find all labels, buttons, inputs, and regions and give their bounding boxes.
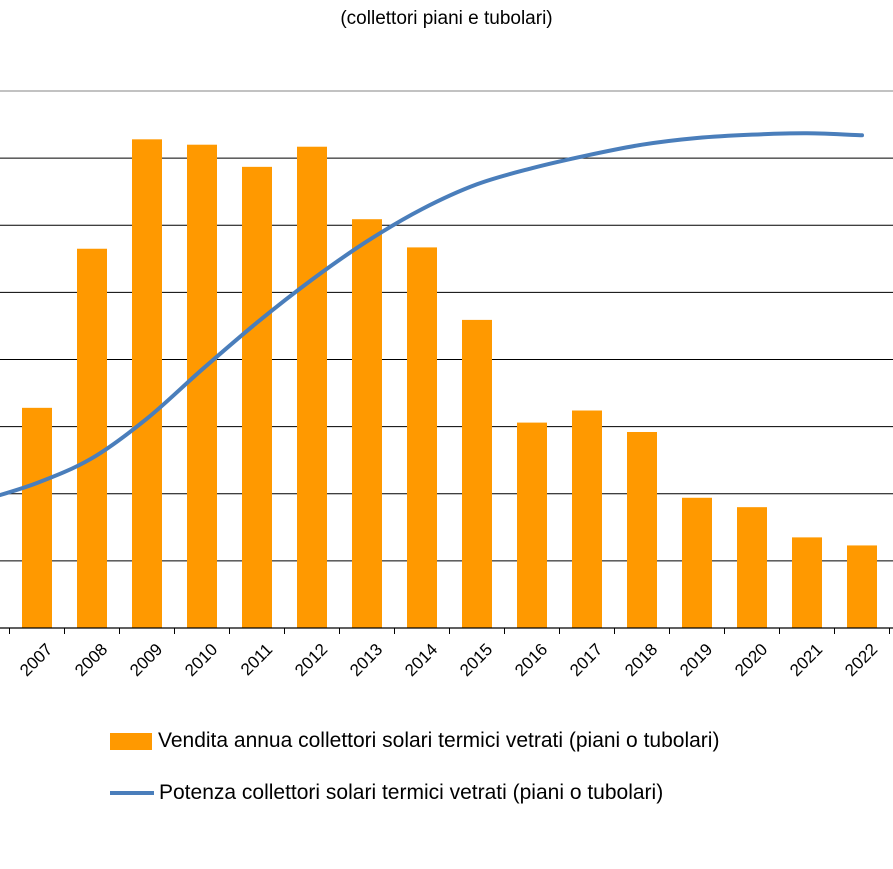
x-tick-label: 2021: [786, 640, 826, 680]
x-tick-label: 2007: [16, 640, 56, 680]
bar: [132, 139, 162, 628]
bar: [187, 144, 217, 628]
bar: [77, 248, 107, 628]
bar: [572, 410, 602, 628]
bar: [462, 319, 492, 628]
x-tick-labels: 6 2007 2008 2009 2010 2011 2012 2013 2014 2015 201…: [0, 640, 881, 680]
bar: [242, 166, 272, 628]
legend-line-label: Potenza collettori solari termici vetrat…: [159, 781, 664, 804]
bar: [627, 431, 657, 628]
x-tick-label: 2020: [731, 640, 771, 680]
bar: [847, 545, 877, 628]
x-tick-label: 2013: [346, 640, 386, 680]
bar: [737, 507, 767, 628]
x-tick-label: 2009: [126, 640, 166, 680]
bar: [22, 407, 52, 628]
legend-line-swatch: [110, 791, 154, 795]
line-series-path: [0, 131, 864, 498]
x-tick-label: 2011: [237, 640, 276, 679]
legend-item-bars: Vendita annua collettori solari termici …: [110, 729, 719, 753]
bar-series: [22, 139, 877, 629]
x-tick-label: 2022: [841, 640, 881, 680]
x-tick-label: 2015: [456, 640, 496, 680]
x-tick-label: 2014: [401, 640, 441, 680]
bar: [407, 247, 437, 628]
bar: [792, 537, 822, 628]
x-tick-label: 2008: [71, 640, 111, 680]
bar: [682, 497, 712, 628]
x-tick-label: 2016: [511, 640, 551, 680]
x-axis: [0, 627, 893, 634]
legend-bar-swatch: [110, 732, 152, 750]
x-tick-label: 2017: [566, 640, 606, 680]
x-tick-label: 6: [0, 640, 1, 660]
bar: [352, 219, 382, 629]
legend-bar-label: Vendita annua collettori solari termici …: [158, 729, 720, 752]
gridlines: [0, 90, 893, 562]
x-tick-label: 2018: [621, 640, 661, 680]
legend-item-line: Potenza collettori solari termici vetrat…: [110, 781, 663, 805]
bar: [517, 422, 547, 628]
bar: [297, 146, 327, 628]
x-tick-label: 2012: [291, 640, 331, 680]
line-series: [0, 131, 864, 498]
x-tick-label: 2019: [676, 640, 716, 680]
chart-subtitle: (collettori piani e tubolari): [340, 8, 553, 29]
x-tick-label: 2010: [181, 640, 221, 680]
